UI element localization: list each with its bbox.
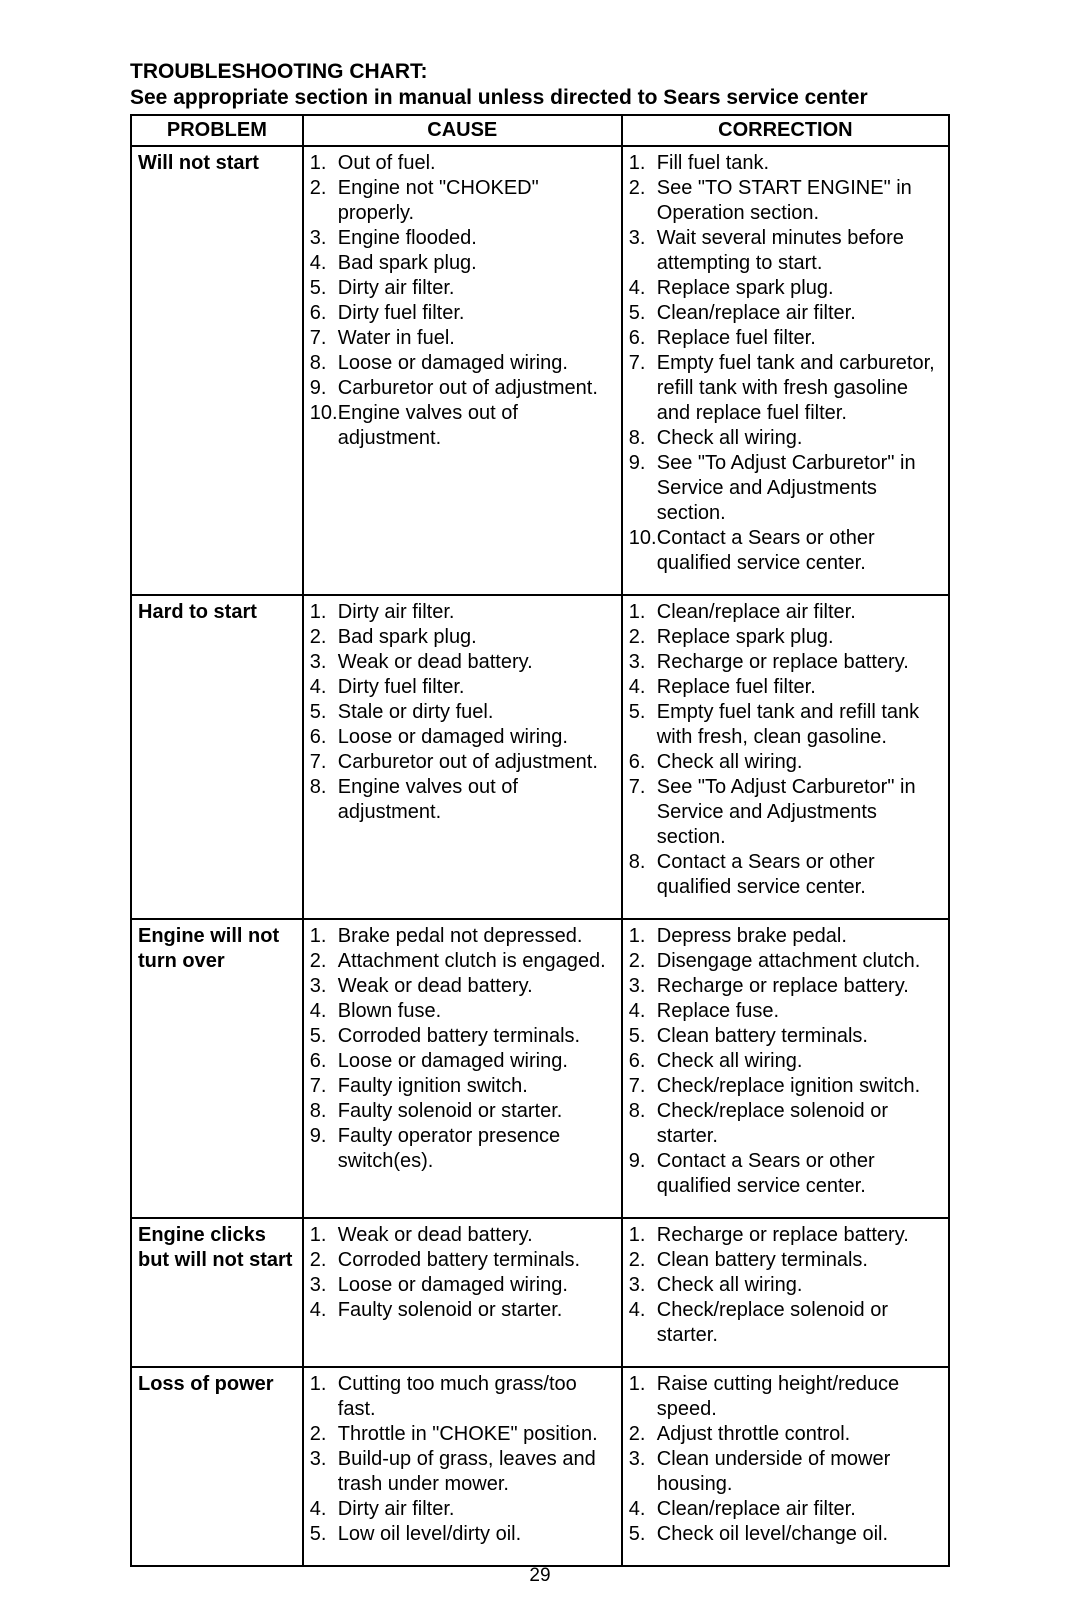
correction-item: Disengage attachment clutch. — [629, 949, 942, 974]
cause-cell: Brake pedal not depressed.Attachment clu… — [303, 919, 622, 1218]
cause-item: Blown fuse. — [310, 999, 615, 1024]
correction-item: Contact a Sears or other qualified servi… — [629, 526, 942, 576]
cause-item: Build-up of grass, leaves and trash unde… — [310, 1447, 615, 1497]
header-correction: CORRECTION — [622, 115, 949, 146]
correction-item: Check all wiring. — [629, 750, 942, 775]
correction-cell: Depress brake pedal.Disengage attachment… — [622, 919, 949, 1218]
cause-item: Carburetor out of adjustment. — [310, 750, 615, 775]
correction-item: Contact a Sears or other qualified servi… — [629, 1149, 942, 1199]
correction-item: Fill fuel tank. — [629, 151, 942, 176]
correction-item: Clean battery terminals. — [629, 1024, 942, 1049]
cause-item: Attachment clutch is engaged. — [310, 949, 615, 974]
correction-item: Depress brake pedal. — [629, 924, 942, 949]
correction-item: Wait several minutes before attempting t… — [629, 226, 942, 276]
cause-item: Out of fuel. — [310, 151, 615, 176]
table-row: Engine clicks but will not startWeak or … — [131, 1218, 949, 1367]
cause-item: Engine not "CHOKED" properly. — [310, 176, 615, 226]
correction-item: Check/replace ignition switch. — [629, 1074, 942, 1099]
cause-item: Bad spark plug. — [310, 251, 615, 276]
cause-item: Engine valves out of adjustment. — [310, 401, 615, 451]
cause-item: Weak or dead battery. — [310, 1223, 615, 1248]
correction-cell: Fill fuel tank.See "TO START ENGINE" in … — [622, 146, 949, 595]
cause-item: Weak or dead battery. — [310, 650, 615, 675]
cause-item: Engine flooded. — [310, 226, 615, 251]
cause-item: Low oil level/dirty oil. — [310, 1522, 615, 1547]
troubleshooting-table: PROBLEM CAUSE CORRECTION Will not startO… — [130, 114, 950, 1567]
cause-item: Throttle in "CHOKE" position. — [310, 1422, 615, 1447]
correction-item: Recharge or replace battery. — [629, 1223, 942, 1248]
cause-item: Loose or damaged wiring. — [310, 1273, 615, 1298]
cause-item: Faulty solenoid or starter. — [310, 1298, 615, 1323]
cause-item: Cutting too much grass/too fast. — [310, 1372, 615, 1422]
cause-item: Dirty fuel filter. — [310, 675, 615, 700]
page-number: 29 — [130, 1565, 950, 1587]
correction-item: Check all wiring. — [629, 1273, 942, 1298]
cause-item: Dirty fuel filter. — [310, 301, 615, 326]
correction-item: Replace fuel filter. — [629, 675, 942, 700]
cause-item: Brake pedal not depressed. — [310, 924, 615, 949]
cause-cell: Weak or dead battery.Corroded battery te… — [303, 1218, 622, 1367]
problem-cell: Will not start — [131, 146, 303, 595]
problem-cell: Engine will not turn over — [131, 919, 303, 1218]
correction-item: Clean/replace air filter. — [629, 600, 942, 625]
cause-item: Loose or damaged wiring. — [310, 1049, 615, 1074]
correction-item: Clean battery terminals. — [629, 1248, 942, 1273]
correction-item: Contact a Sears or other qualified servi… — [629, 850, 942, 900]
header-cause: CAUSE — [303, 115, 622, 146]
cause-item: Carburetor out of adjustment. — [310, 376, 615, 401]
correction-item: Empty fuel tank and carburetor, refill t… — [629, 351, 942, 426]
cause-cell: Dirty air filter.Bad spark plug.Weak or … — [303, 595, 622, 919]
correction-item: Adjust throttle control. — [629, 1422, 942, 1447]
cause-item: Dirty air filter. — [310, 600, 615, 625]
troubleshooting-page: TROUBLESHOOTING CHART: See appropriate s… — [0, 0, 1080, 1607]
correction-item: Check all wiring. — [629, 426, 942, 451]
correction-item: Clean/replace air filter. — [629, 301, 942, 326]
correction-item: Empty fuel tank and refill tank with fre… — [629, 700, 942, 750]
cause-item: Faulty operator presence switch(es). — [310, 1124, 615, 1174]
correction-cell: Recharge or replace battery.Clean batter… — [622, 1218, 949, 1367]
correction-item: Recharge or replace battery. — [629, 650, 942, 675]
correction-item: Raise cutting height/reduce speed. — [629, 1372, 942, 1422]
correction-item: Clean/replace air filter. — [629, 1497, 942, 1522]
cause-item: Corroded battery terminals. — [310, 1024, 615, 1049]
correction-item: Clean underside of mower housing. — [629, 1447, 942, 1497]
cause-item: Loose or damaged wiring. — [310, 725, 615, 750]
correction-item: Check/replace solenoid or starter. — [629, 1099, 942, 1149]
page-title: TROUBLESHOOTING CHART: — [130, 60, 950, 84]
cause-cell: Out of fuel.Engine not "CHOKED" properly… — [303, 146, 622, 595]
cause-item: Corroded battery terminals. — [310, 1248, 615, 1273]
cause-item: Dirty air filter. — [310, 1497, 615, 1522]
header-problem: PROBLEM — [131, 115, 303, 146]
correction-item: Recharge or replace battery. — [629, 974, 942, 999]
cause-item: Dirty air filter. — [310, 276, 615, 301]
cause-item: Engine valves out of adjustment. — [310, 775, 615, 825]
table-header-row: PROBLEM CAUSE CORRECTION — [131, 115, 949, 146]
cause-item: Water in fuel. — [310, 326, 615, 351]
cause-item: Weak or dead battery. — [310, 974, 615, 999]
table-row: Hard to startDirty air filter.Bad spark … — [131, 595, 949, 919]
correction-item: Replace fuel filter. — [629, 326, 942, 351]
correction-item: See "To Adjust Carburetor" in Service an… — [629, 775, 942, 850]
table-row: Will not startOut of fuel.Engine not "CH… — [131, 146, 949, 595]
correction-cell: Clean/replace air filter.Replace spark p… — [622, 595, 949, 919]
cause-item: Faulty ignition switch. — [310, 1074, 615, 1099]
correction-item: Check oil level/change oil. — [629, 1522, 942, 1547]
correction-item: Check all wiring. — [629, 1049, 942, 1074]
correction-item: Replace spark plug. — [629, 625, 942, 650]
correction-item: See "TO START ENGINE" in Operation secti… — [629, 176, 942, 226]
correction-item: Check/replace solenoid or starter. — [629, 1298, 942, 1348]
cause-item: Stale or dirty fuel. — [310, 700, 615, 725]
correction-item: Replace fuse. — [629, 999, 942, 1024]
cause-item: Loose or damaged wiring. — [310, 351, 615, 376]
cause-item: Bad spark plug. — [310, 625, 615, 650]
cause-item: Faulty solenoid or starter. — [310, 1099, 615, 1124]
table-row: Engine will not turn overBrake pedal not… — [131, 919, 949, 1218]
problem-cell: Hard to start — [131, 595, 303, 919]
problem-cell: Engine clicks but will not start — [131, 1218, 303, 1367]
correction-item: Replace spark plug. — [629, 276, 942, 301]
page-subtitle: See appropriate section in manual unless… — [130, 86, 950, 110]
correction-item: See "To Adjust Carburetor" in Service an… — [629, 451, 942, 526]
